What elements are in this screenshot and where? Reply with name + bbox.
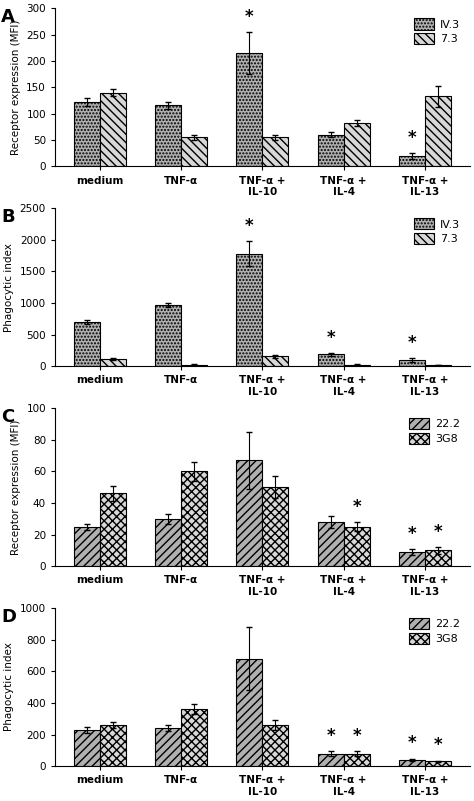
Bar: [155, 728, 181, 767]
Bar: [425, 762, 451, 767]
Bar: [100, 93, 126, 167]
Y-axis label: Phagocytic index: Phagocytic index: [4, 642, 14, 731]
Bar: [237, 658, 263, 767]
Text: *: *: [245, 7, 254, 26]
Bar: [181, 364, 207, 366]
Legend: 22.2, 3G8: 22.2, 3G8: [405, 614, 464, 649]
Text: B: B: [1, 208, 15, 226]
Bar: [318, 135, 344, 167]
Text: *: *: [408, 525, 416, 542]
Bar: [181, 138, 207, 167]
Bar: [425, 550, 451, 566]
Bar: [155, 519, 181, 566]
Bar: [74, 730, 100, 767]
Text: *: *: [245, 216, 254, 235]
Bar: [425, 365, 451, 366]
Bar: [263, 725, 288, 767]
Text: *: *: [434, 523, 442, 541]
Bar: [399, 552, 425, 566]
Legend: IV.3, 7.3: IV.3, 7.3: [410, 214, 464, 249]
Bar: [181, 471, 207, 566]
Text: *: *: [352, 727, 361, 745]
Bar: [100, 360, 126, 366]
Bar: [318, 522, 344, 566]
Y-axis label: Phagocytic index: Phagocytic index: [4, 243, 14, 332]
Bar: [74, 322, 100, 366]
Bar: [155, 105, 181, 167]
Text: *: *: [408, 334, 416, 352]
Legend: IV.3, 7.3: IV.3, 7.3: [410, 14, 464, 49]
Bar: [263, 356, 288, 366]
Text: C: C: [1, 408, 14, 426]
Y-axis label: Receptor expression (MFI): Receptor expression (MFI): [11, 420, 21, 555]
Text: *: *: [408, 129, 416, 147]
Bar: [425, 96, 451, 167]
Bar: [237, 53, 263, 167]
Text: D: D: [1, 608, 16, 626]
Bar: [399, 156, 425, 167]
Bar: [344, 527, 370, 566]
Bar: [74, 527, 100, 566]
Bar: [344, 754, 370, 767]
Bar: [155, 305, 181, 366]
Bar: [100, 493, 126, 566]
Bar: [237, 254, 263, 366]
Legend: 22.2, 3G8: 22.2, 3G8: [405, 413, 464, 449]
Bar: [181, 709, 207, 767]
Bar: [318, 354, 344, 366]
Text: A: A: [1, 8, 15, 26]
Bar: [100, 725, 126, 767]
Text: *: *: [327, 727, 335, 745]
Bar: [263, 487, 288, 566]
Bar: [263, 138, 288, 167]
Bar: [74, 102, 100, 167]
Bar: [344, 364, 370, 366]
Text: *: *: [327, 328, 335, 347]
Bar: [344, 123, 370, 167]
Text: *: *: [352, 497, 361, 516]
Bar: [399, 760, 425, 767]
Bar: [399, 360, 425, 366]
Y-axis label: Receptor expression (MFI): Receptor expression (MFI): [11, 20, 21, 155]
Bar: [237, 461, 263, 566]
Text: *: *: [434, 736, 442, 755]
Bar: [318, 754, 344, 767]
Text: *: *: [408, 735, 416, 752]
